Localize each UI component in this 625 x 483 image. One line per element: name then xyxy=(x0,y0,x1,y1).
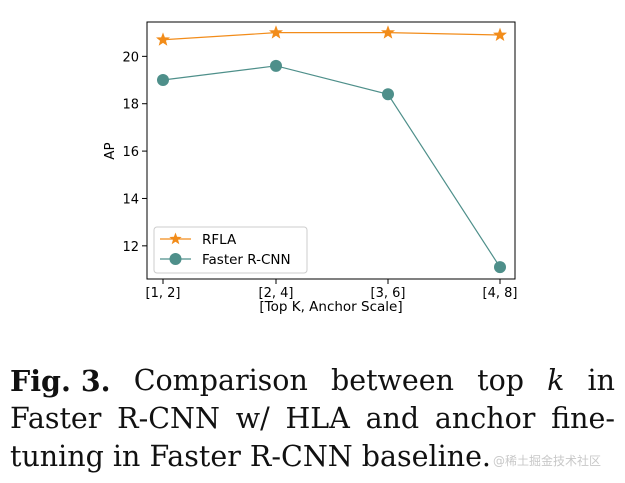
x-tick-label: [3, 6] xyxy=(371,286,406,301)
caption-word: in xyxy=(587,364,615,397)
y-tick-label: 20 xyxy=(122,50,139,65)
data-point-rfla xyxy=(269,25,283,39)
series-markers xyxy=(156,25,507,274)
data-point-rfla xyxy=(381,25,395,39)
legend-label-faster-rcnn: Faster R-CNN xyxy=(202,252,291,268)
watermark: @稀土掘金技术社区 xyxy=(493,454,602,468)
data-point-faster-r-cnn xyxy=(382,88,394,101)
data-point-faster-r-cnn xyxy=(494,261,506,274)
data-point-rfla xyxy=(156,32,170,46)
series-lines xyxy=(162,32,501,268)
caption-word: Comparison xyxy=(133,364,308,397)
y-tick-label: 14 xyxy=(122,192,139,207)
x-tick-label: [1, 2] xyxy=(146,286,181,301)
y-tick-label: 16 xyxy=(122,145,139,160)
x-axis-title: [Top K, Anchor Scale] xyxy=(259,299,402,315)
legend-marker-rfla xyxy=(169,232,182,245)
legend-box xyxy=(153,226,308,274)
y-tick-label: 12 xyxy=(122,240,139,255)
data-point-faster-r-cnn xyxy=(157,74,169,87)
y-axis: 12 14 16 18 20 xyxy=(122,50,147,255)
line-chart: 12 14 16 18 20 [1, 2] [2, 4] [3, 6] [4, 8] AP [… xyxy=(102,21,518,315)
legend-marker-faster-rcnn xyxy=(169,253,182,265)
caption-word: top xyxy=(477,364,524,397)
caption-line-2: Faster R-CNN w/ HLA and anchor fine- xyxy=(10,402,615,435)
figure-caption: Fig. 3. Comparison between top k in Faster R-… xyxy=(10,362,615,476)
caption-line-1: Fig. 3. Comparison between top k in xyxy=(10,362,615,400)
x-tick-label: [2, 4] xyxy=(259,286,294,301)
legend-label-rfla: RFLA xyxy=(202,232,237,248)
caption-word: between xyxy=(330,364,454,397)
series-line-rfla xyxy=(162,32,501,41)
caption-math-var: k xyxy=(547,364,565,397)
caption-line-3: tuning in Faster R-CNN baseline. xyxy=(10,440,491,473)
caption-label: Fig. 3. xyxy=(10,364,111,398)
x-tick-label: [4, 8] xyxy=(483,286,518,301)
legend: RFLA Faster R-CNN xyxy=(153,226,308,274)
data-point-faster-r-cnn xyxy=(270,59,282,72)
x-axis: [1, 2] [2, 4] [3, 6] [4, 8] xyxy=(146,279,518,301)
series-line-faster-r-cnn xyxy=(162,65,501,268)
y-axis-title: AP xyxy=(102,142,118,159)
y-tick-label: 18 xyxy=(122,98,139,113)
data-point-rfla xyxy=(493,27,507,41)
